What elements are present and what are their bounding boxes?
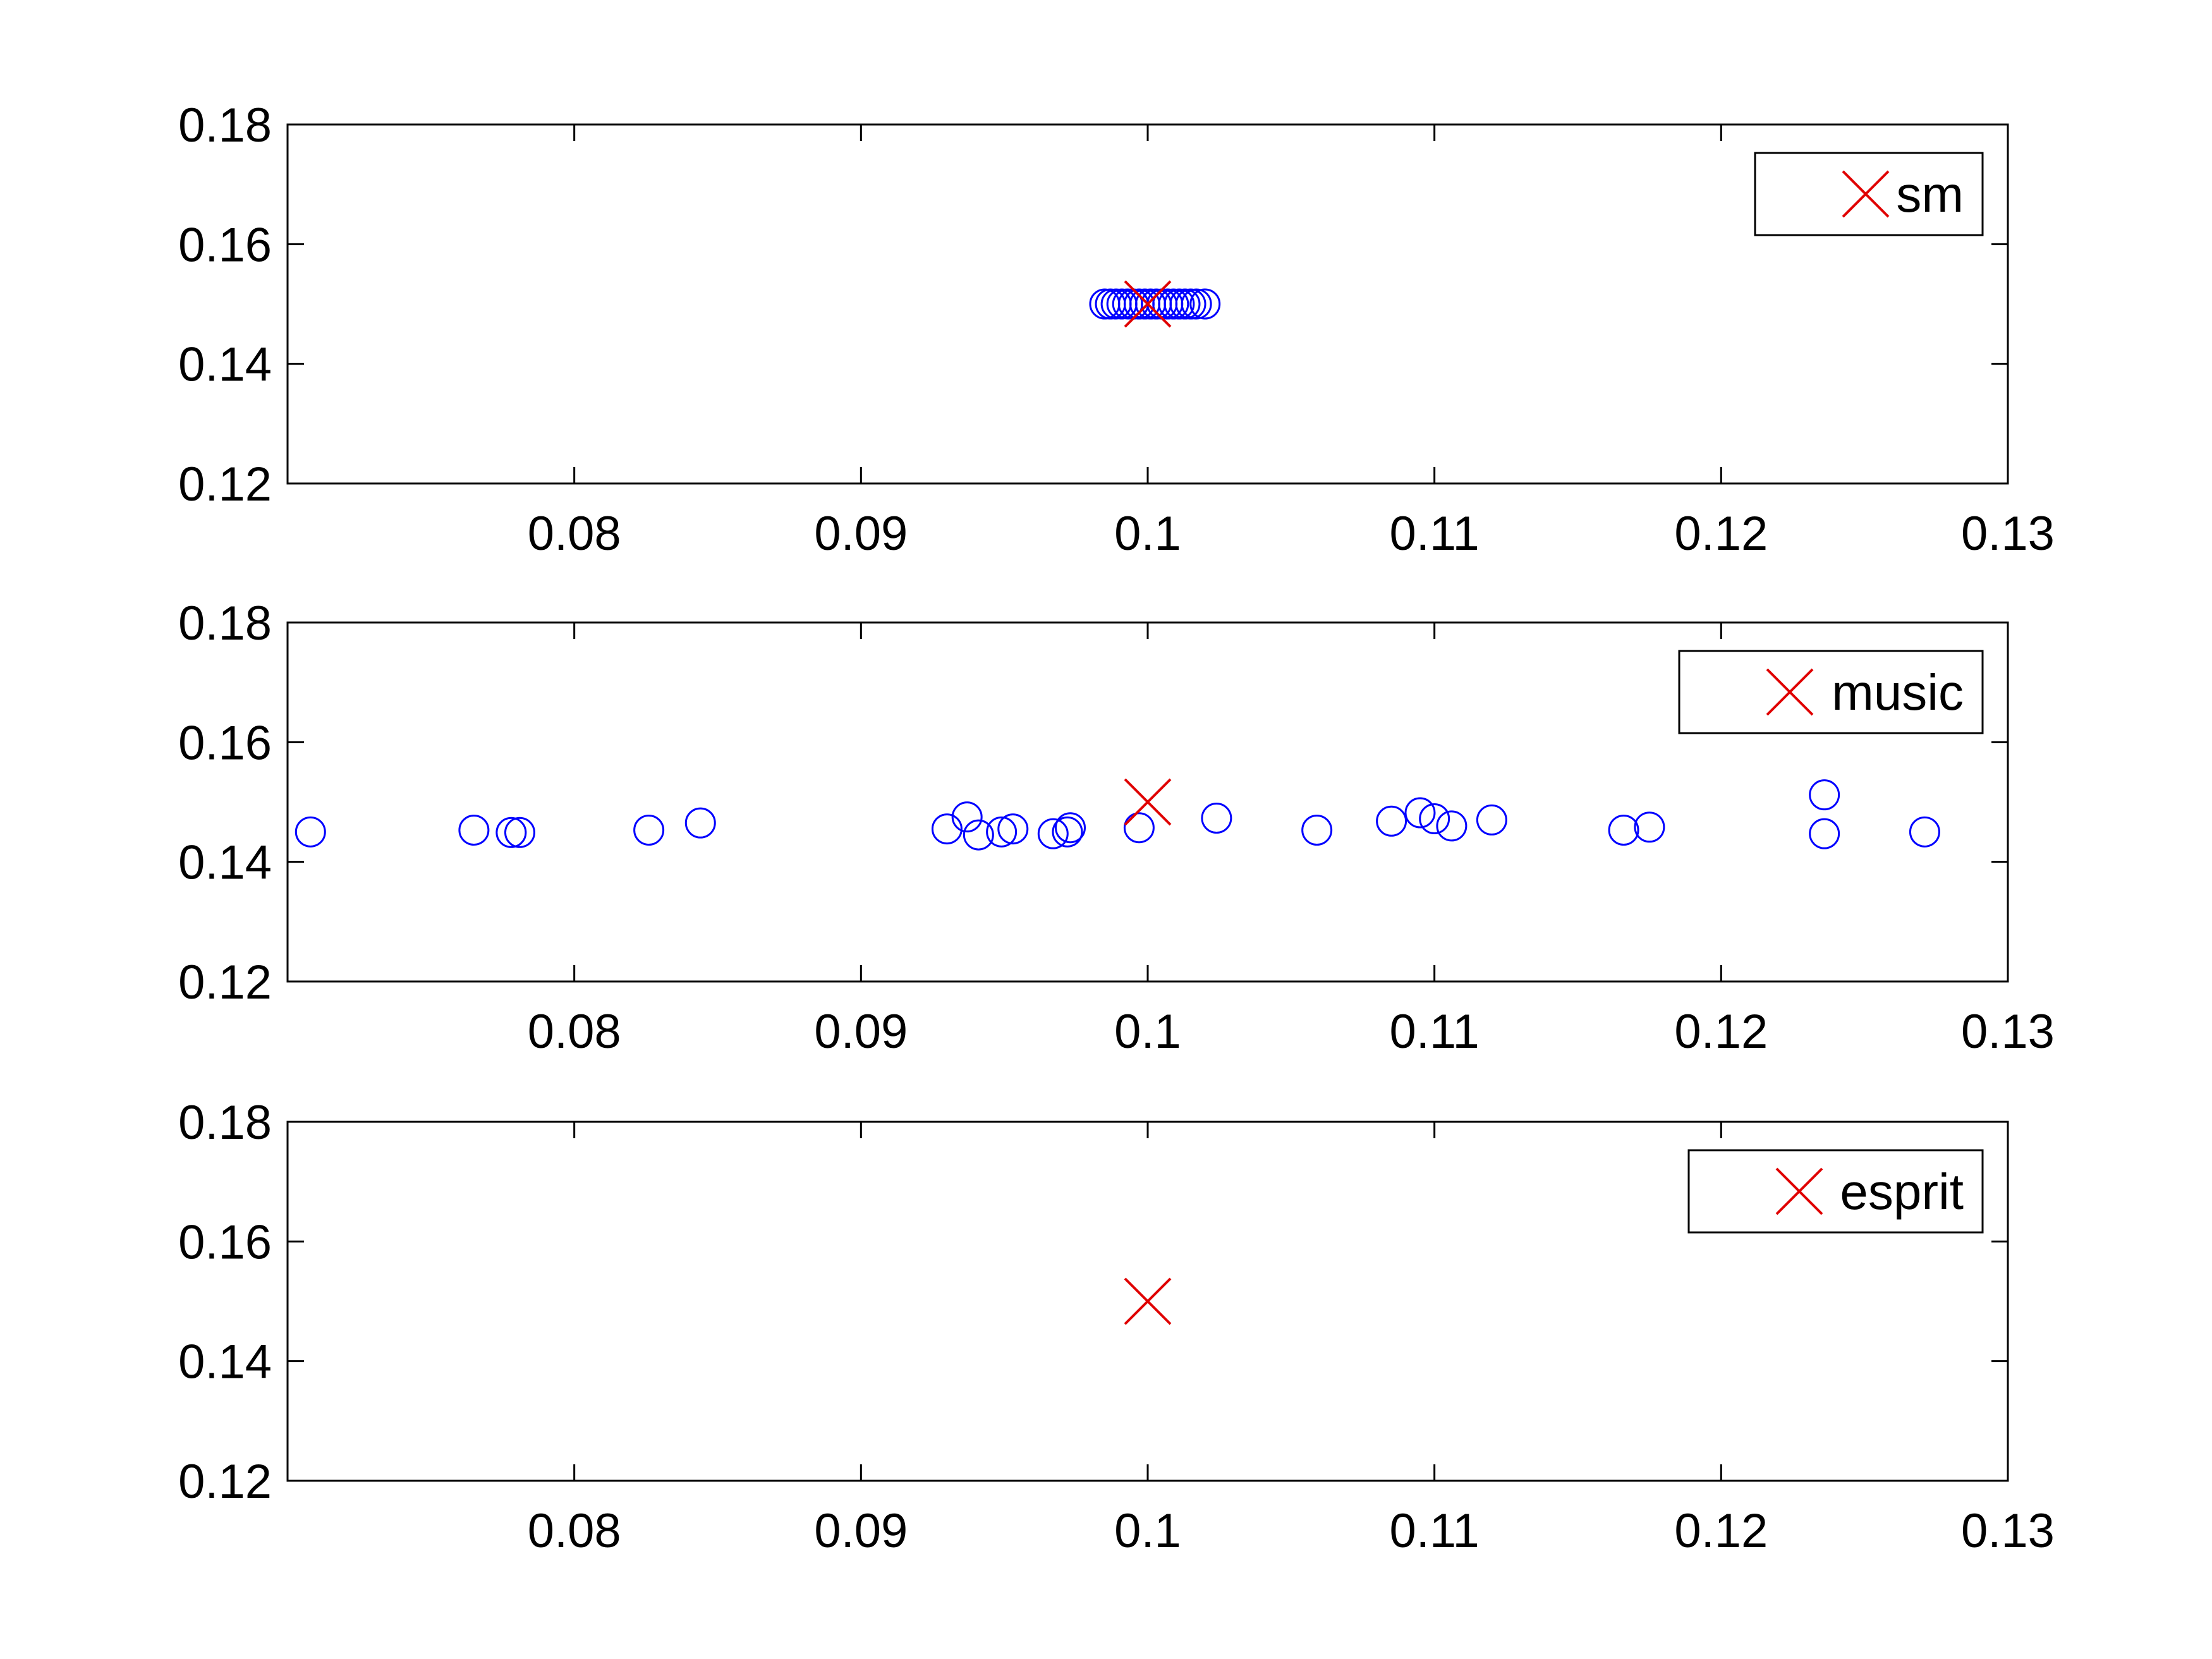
y-tick-label: 0.16 <box>178 218 272 272</box>
data-point-circle <box>997 813 1029 845</box>
x-tick-label: 0.1 <box>1114 507 1181 561</box>
data-point-circle <box>1436 810 1468 842</box>
data-point-circle <box>931 813 963 845</box>
x-tick-label: 0.09 <box>814 1504 908 1558</box>
x-marker-stroke <box>1775 1167 1823 1215</box>
series-2 <box>1124 778 1172 826</box>
legend-box <box>1687 1149 1984 1234</box>
legend-box <box>1678 650 1984 734</box>
data-point-circle <box>1201 803 1232 834</box>
y-tick-label: 0.18 <box>178 1096 272 1150</box>
legend-x-marker <box>1766 668 1814 716</box>
x-tick-label: 0.11 <box>1390 507 1480 561</box>
legend-label: sm <box>1896 166 1964 222</box>
data-point-circle <box>1175 288 1206 320</box>
x-tick-label: 0.08 <box>528 1005 621 1059</box>
data-point-x <box>1124 1277 1172 1325</box>
x-tick-label: 0.11 <box>1390 1504 1480 1558</box>
x-tick-label: 0.09 <box>814 1005 908 1059</box>
y-tick-label: 0.14 <box>178 1335 272 1389</box>
x-tick-label: 0.08 <box>528 507 621 561</box>
data-point-circle <box>1181 288 1212 320</box>
data-point-circle <box>1634 811 1665 843</box>
data-point-circle <box>1419 803 1450 835</box>
x-tick-label: 0.13 <box>1961 507 2055 561</box>
data-point-circle <box>684 807 716 839</box>
series-1 <box>295 779 1940 851</box>
subplot-3: 0.08 0.09 0.1 0.11 0.12 0.13 0.12 0.14 0.16 0.18 e… <box>178 1096 2055 1558</box>
legend-x-marker <box>1842 170 1890 218</box>
data-point-circle <box>458 814 490 846</box>
data-point-circle <box>1158 288 1189 320</box>
data-point-circle <box>963 819 994 851</box>
x-tick-label: 0.12 <box>1674 1005 1768 1059</box>
data-point-circle <box>1055 812 1086 844</box>
data-point-circle <box>1809 779 1840 811</box>
x-marker-stroke <box>1124 1277 1172 1325</box>
y-tick-label: 0.14 <box>178 338 272 392</box>
data-point-circle <box>1164 288 1195 320</box>
y-tick-label: 0.12 <box>178 956 272 1009</box>
series-1 <box>1124 1277 1172 1325</box>
x-tick-label: 0.13 <box>1961 1005 2055 1059</box>
data-point-circle <box>1052 816 1083 848</box>
y-tick-label: 0.18 <box>178 597 272 650</box>
data-point-circle <box>986 816 1018 848</box>
data-point-x <box>1124 280 1172 328</box>
data-point-circle <box>1123 812 1155 844</box>
data-point-circle <box>951 801 983 833</box>
y-tick-label: 0.16 <box>178 716 272 770</box>
x-tick-label: 0.1 <box>1114 1005 1181 1059</box>
data-point-circle <box>1608 814 1639 846</box>
legend: esprit <box>1687 1149 1984 1234</box>
data-point-circle <box>1809 818 1840 849</box>
data-point-circle <box>1301 814 1333 846</box>
x-marker-stroke <box>1842 170 1890 218</box>
legend-label: esprit <box>1840 1164 1964 1220</box>
subplot-2: 0.08 0.09 0.1 0.11 0.12 0.13 0.12 0.14 0.16 0.18 m… <box>178 597 2055 1059</box>
series-2 <box>1124 280 1172 328</box>
legend-x-marker <box>1775 1167 1823 1215</box>
x-marker-stroke <box>1124 280 1172 328</box>
data-point-circle <box>633 814 665 846</box>
data-point-circle <box>504 817 535 848</box>
data-point-circle <box>1376 805 1407 837</box>
y-tick-label: 0.16 <box>178 1215 272 1269</box>
legend: music <box>1678 650 1984 734</box>
x-tick-label: 0.09 <box>814 507 908 561</box>
x-tick-label: 0.1 <box>1114 1504 1181 1558</box>
data-point-circle <box>1037 818 1069 849</box>
series-1 <box>1089 288 1221 320</box>
x-tick-label: 0.11 <box>1390 1005 1480 1059</box>
y-tick-label: 0.12 <box>178 458 272 511</box>
subplot-1: 0.08 0.09 0.1 0.11 0.12 0.13 0.12 0.14 0.16 0.18 s… <box>178 99 2055 561</box>
data-point-x <box>1124 778 1172 826</box>
legend: sm <box>1754 152 1984 236</box>
data-point-circle <box>1476 804 1507 836</box>
y-tick-label: 0.18 <box>178 99 272 152</box>
x-tick-label: 0.13 <box>1961 1504 2055 1558</box>
data-point-circle <box>495 817 527 848</box>
y-tick-label: 0.14 <box>178 836 272 890</box>
legend-label: music <box>1832 664 1964 720</box>
x-marker-stroke <box>1766 668 1814 716</box>
data-point-circle <box>1189 288 1221 320</box>
data-point-circle <box>1169 288 1201 320</box>
data-point-circle <box>1909 816 1940 848</box>
data-point-circle <box>1404 797 1436 829</box>
data-point-circle <box>295 816 326 848</box>
x-tick-label: 0.08 <box>528 1504 621 1558</box>
x-tick-label: 0.12 <box>1674 1504 1768 1558</box>
y-tick-label: 0.12 <box>178 1455 272 1509</box>
x-tick-label: 0.12 <box>1674 507 1768 561</box>
legend-box <box>1754 152 1984 236</box>
x-marker-stroke <box>1124 778 1172 826</box>
